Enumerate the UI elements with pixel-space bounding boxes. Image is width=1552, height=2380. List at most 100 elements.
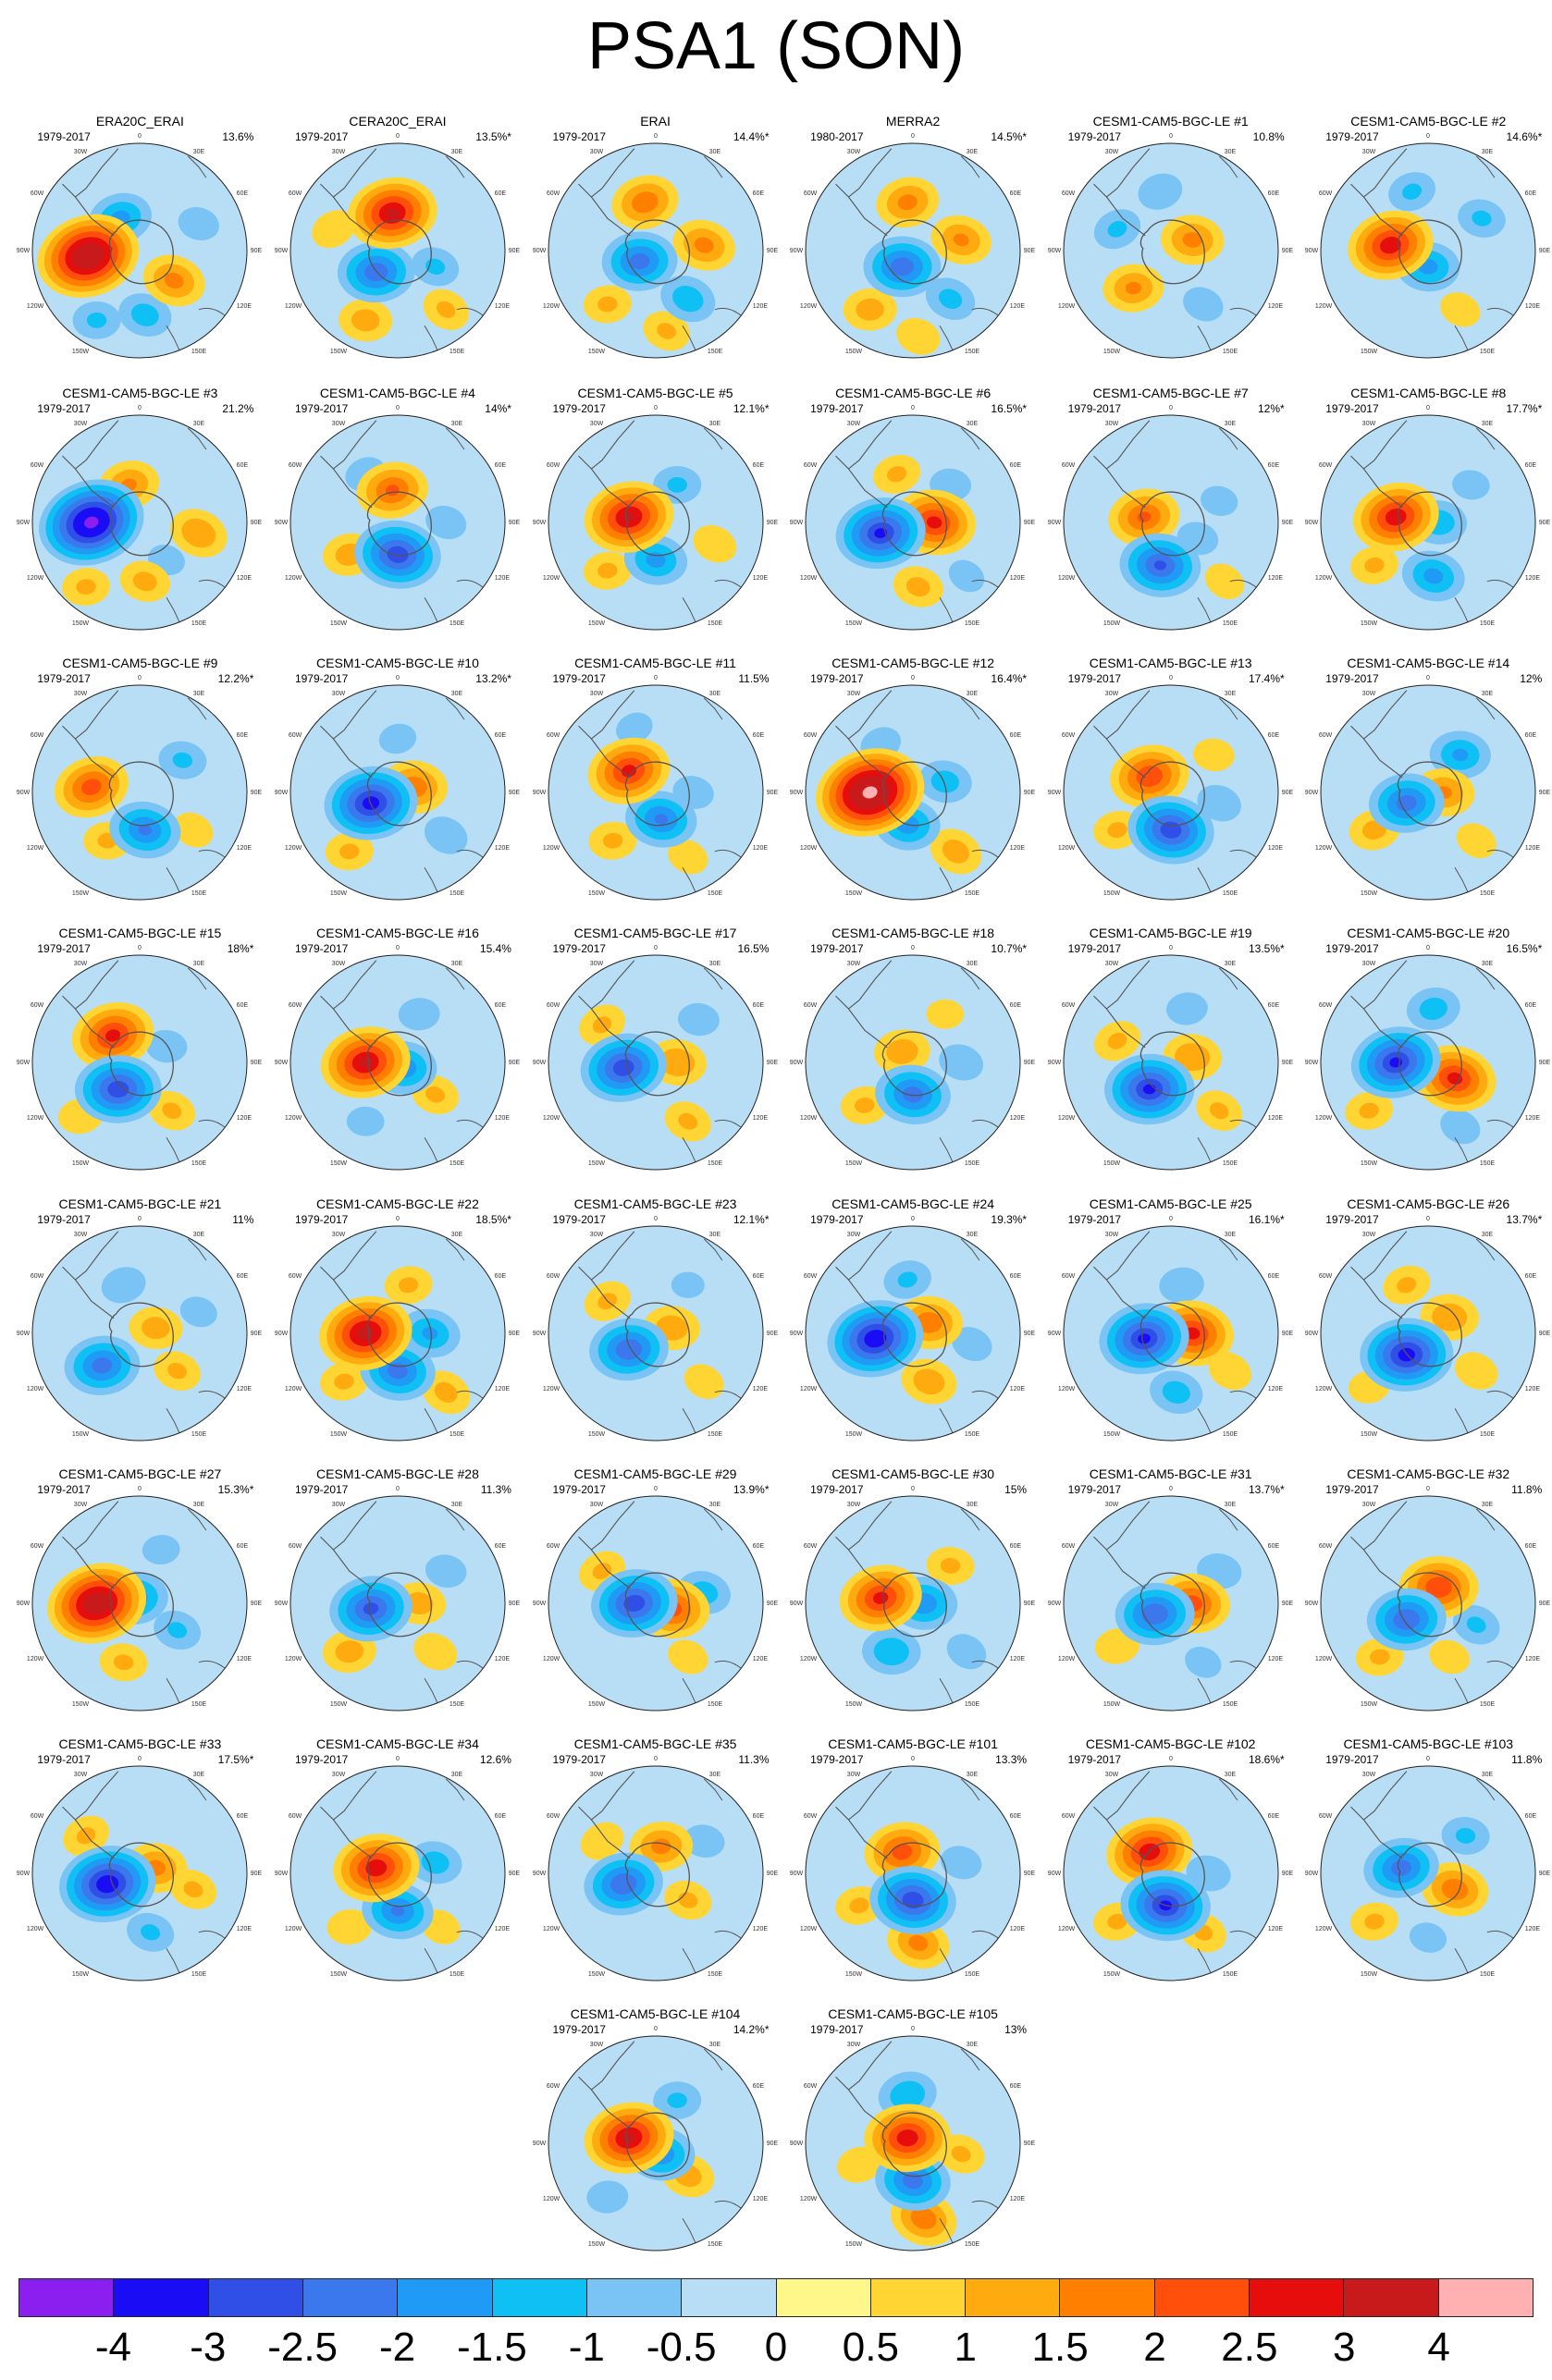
- coastline: [1139, 1572, 1205, 1637]
- contour-fill: [667, 840, 708, 875]
- longitude-tick-label: 120W: [1315, 1115, 1333, 1122]
- coastline: [424, 325, 439, 353]
- contour-fill: [173, 812, 214, 848]
- panel-variance-percent: 11.5%: [738, 672, 770, 686]
- coastline: [1092, 420, 1150, 470]
- map-border: [1063, 142, 1279, 359]
- longitude-tick-label: 30E: [1482, 1772, 1494, 1778]
- map-border: [548, 142, 764, 359]
- panel-years: 1979-2017: [1067, 1752, 1122, 1766]
- polar-map: 030W30E60W60E90W90E120W120E150W150E180: [17, 405, 263, 631]
- coastline: [1139, 1302, 1205, 1367]
- longitude-tick-label: 60E: [1525, 462, 1537, 469]
- longitude-tick-label: 150E: [191, 349, 207, 355]
- longitude-tick-label: 30E: [451, 1232, 463, 1238]
- longitude-tick-label: 30W: [1362, 691, 1376, 697]
- panel-years: 1979-2017: [552, 130, 606, 144]
- contour-fill: [939, 288, 963, 310]
- longitude-tick-label: 30W: [74, 1772, 88, 1778]
- longitude-tick-label: 30W: [332, 961, 346, 967]
- longitude-tick-label: 30E: [1224, 149, 1236, 155]
- colorbar-swatch: [208, 2279, 303, 2316]
- longitude-tick-label: 30E: [967, 1232, 979, 1238]
- coastline: [1092, 690, 1150, 740]
- coastline: [188, 967, 207, 990]
- coastline: [188, 155, 207, 178]
- longitude-tick-label: 150E: [191, 1701, 207, 1708]
- contour-fill: [437, 301, 456, 319]
- longitude-tick-label: 30W: [1362, 1502, 1376, 1508]
- longitude-tick-label: 120W: [1058, 1926, 1076, 1932]
- contour-fill: [886, 1039, 918, 1065]
- coastline: [1398, 1031, 1463, 1097]
- longitude-tick-label: 150E: [450, 890, 465, 897]
- coastline: [166, 1407, 181, 1435]
- longitude-tick-label: 90W: [1305, 1060, 1319, 1066]
- polar-map: 030W30E60W60E90W90E120W120E150W150E180: [1305, 1486, 1551, 1711]
- map-border: [31, 1225, 248, 1441]
- longitude-tick-label: 150W: [330, 890, 348, 897]
- coastline: [1105, 1819, 1146, 1859]
- coastline: [109, 1572, 175, 1637]
- coastline: [960, 1238, 980, 1260]
- map-border: [289, 414, 506, 631]
- contour-fill: [1452, 470, 1490, 500]
- longitude-tick-label: 150E: [707, 890, 722, 897]
- map-panel: CESM1-CAM5-BGC-LE #1 1979-2017 10.8% 0 30W 30…: [1046, 114, 1296, 359]
- contour-fill: [1140, 1603, 1168, 1625]
- colorbar-tick-label: -1.5: [456, 2325, 527, 2370]
- longitude-tick-label: 30W: [847, 691, 861, 697]
- longitude-tick-label: 120E: [1267, 1115, 1283, 1122]
- contour-fill: [1419, 998, 1448, 1021]
- longitude-tick-label: 120E: [1525, 303, 1541, 310]
- contour-fill: [941, 1846, 982, 1880]
- longitude-tick-label: 150W: [587, 1430, 605, 1437]
- longitude-tick-label: 60W: [31, 1002, 44, 1009]
- map-border: [1320, 684, 1536, 901]
- coastline: [166, 325, 181, 353]
- polar-map: 030W30E60W60E90W90E120W120E150W150E180: [275, 133, 521, 359]
- contour-fill: [1455, 1351, 1498, 1390]
- longitude-tick-label: 60W: [546, 732, 560, 739]
- coastline: [424, 1407, 439, 1435]
- coastline: [188, 697, 207, 720]
- coastline: [590, 738, 631, 779]
- polar-map: 030W30E60W60E90W90E120W120E150W150E180: [532, 945, 778, 1171]
- contour-fill: [902, 1891, 924, 1909]
- longitude-tick-label: 30E: [1224, 1502, 1236, 1508]
- contour-fill: [386, 208, 399, 218]
- longitude-tick-label: 150W: [1103, 890, 1121, 897]
- map-border: [31, 1765, 248, 1981]
- contour-fill: [421, 1851, 450, 1874]
- longitude-tick-label: 120E: [237, 1656, 253, 1662]
- map-panel: CESM1-CAM5-BGC-LE #31 1979-2017 13.7%* 0 30W…: [1046, 1466, 1296, 1711]
- coastline: [1197, 1677, 1213, 1706]
- longitude-tick-label: 30W: [589, 2042, 603, 2048]
- longitude-tick-label: 30E: [193, 1232, 205, 1238]
- longitude-tick-label: 30E: [1482, 421, 1494, 427]
- contour-fill: [378, 723, 417, 754]
- contour-fill: [887, 466, 907, 483]
- longitude-tick-label: 30W: [332, 421, 346, 427]
- longitude-tick-label: 150W: [1103, 1160, 1121, 1167]
- coastline: [1398, 219, 1463, 285]
- longitude-tick-label: 90E: [251, 520, 263, 526]
- coastline: [939, 1407, 955, 1435]
- panel-years: 1979-2017: [294, 672, 349, 686]
- longitude-tick-label: 30W: [847, 1232, 861, 1238]
- coastline: [1197, 1407, 1213, 1435]
- coastline: [1454, 1677, 1470, 1706]
- coastline: [577, 2041, 634, 2091]
- contour-fill: [671, 286, 704, 313]
- map-panel: CESM1-CAM5-BGC-LE #28 1979-2017 11.3% 0 30W 3…: [273, 1466, 523, 1711]
- longitude-tick-label: 120E: [1010, 845, 1026, 852]
- panel-title: CESM1-CAM5-BGC-LE #10: [316, 656, 479, 671]
- panel-title: CESM1-CAM5-BGC-LE #7: [1092, 385, 1249, 400]
- longitude-tick-label: 30W: [74, 149, 88, 155]
- polar-map: 030W30E60W60E90W90E120W120E150W150E180: [1305, 1756, 1551, 1981]
- coastline: [366, 491, 432, 557]
- longitude-tick-label: 60E: [1010, 1273, 1022, 1280]
- longitude-tick-label: 90E: [766, 1871, 778, 1877]
- longitude-tick-label: 30E: [1482, 1502, 1494, 1508]
- longitude-tick-label: 120E: [1010, 1115, 1026, 1122]
